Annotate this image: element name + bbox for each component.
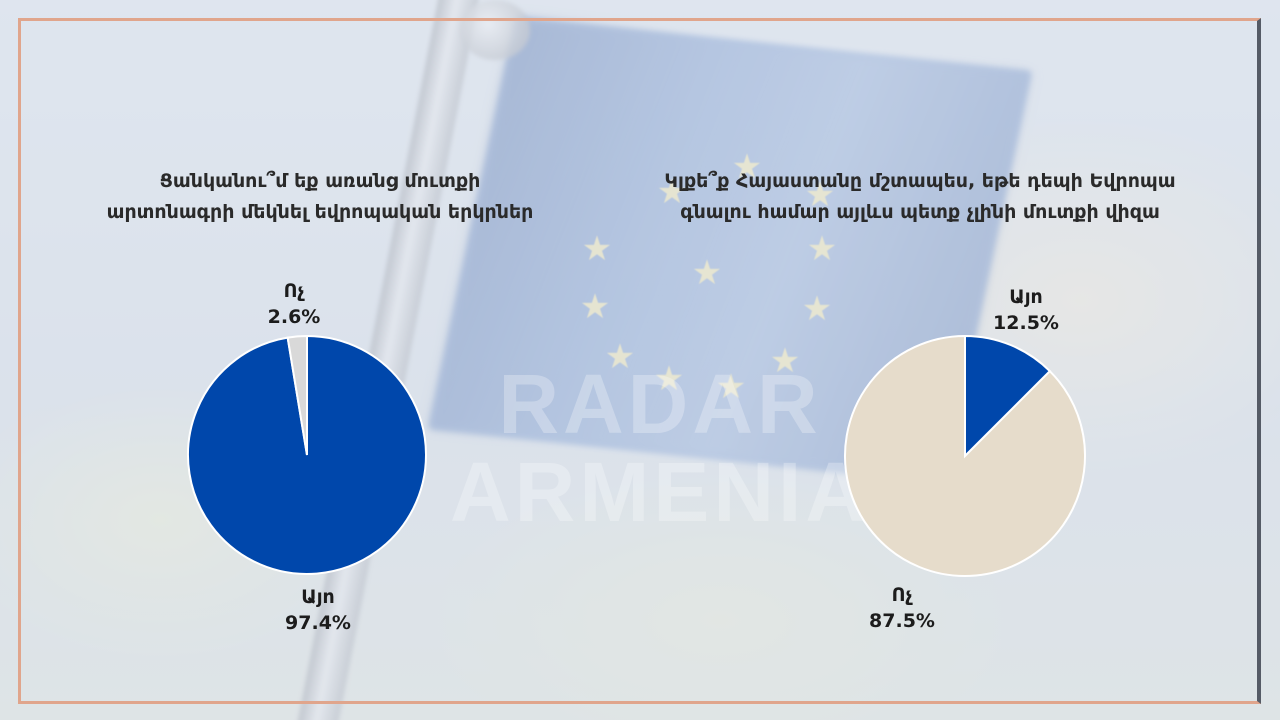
slice-label-yes-left: Այո 97.4%: [258, 584, 378, 636]
pie-slice-no: [286, 334, 308, 456]
slice-label-value: 97.4%: [285, 612, 351, 634]
slice-label-name: Այո: [301, 586, 335, 608]
pie-chart-right: [844, 334, 1086, 577]
slice-label-name: Այո: [1009, 286, 1043, 308]
slice-label-name: Ոչ: [283, 280, 305, 302]
chart-title-line: գնալու համար այլևս պետք չլինի մուտքի վիզ…: [680, 201, 1160, 223]
chart-title-line: արտոնագրի մեկնել եվրոպական երկրներ: [106, 201, 534, 223]
chart-title-right: Կլքե՞ք Հայաստանը մշտապես, եթե դեպի Եվրոպ…: [600, 166, 1240, 228]
slice-label-no-left: Ոչ 2.6%: [234, 278, 354, 330]
slice-label-value: 87.5%: [869, 610, 935, 632]
chart-title-line: Ցանկանու՞մ եք առանց մուտքի: [159, 170, 481, 192]
pie-chart-left: [187, 334, 427, 575]
watermark-line: RADAR: [498, 357, 822, 451]
watermark-line: ARMENIA: [450, 445, 870, 539]
border-frame: [18, 18, 1261, 704]
pie-slice-yes: [964, 334, 1052, 459]
chart-title-line: Կլքե՞ք Հայաստանը մշտապես, եթե դեպի Եվրոպ…: [664, 170, 1176, 192]
watermark: RADAR ARMENIA: [400, 360, 920, 536]
slice-label-no-right: Ոչ 87.5%: [842, 582, 962, 634]
pie-slice-no: [844, 334, 1086, 577]
chart-title-left: Ցանկանու՞մ եք առանց մուտքի արտոնագրի մեկ…: [40, 166, 600, 228]
slice-label-value: 2.6%: [267, 306, 321, 328]
slice-label-name: Ոչ: [891, 584, 913, 606]
slice-label-value: 12.5%: [993, 312, 1059, 334]
slice-label-yes-right: Այո 12.5%: [966, 284, 1086, 336]
